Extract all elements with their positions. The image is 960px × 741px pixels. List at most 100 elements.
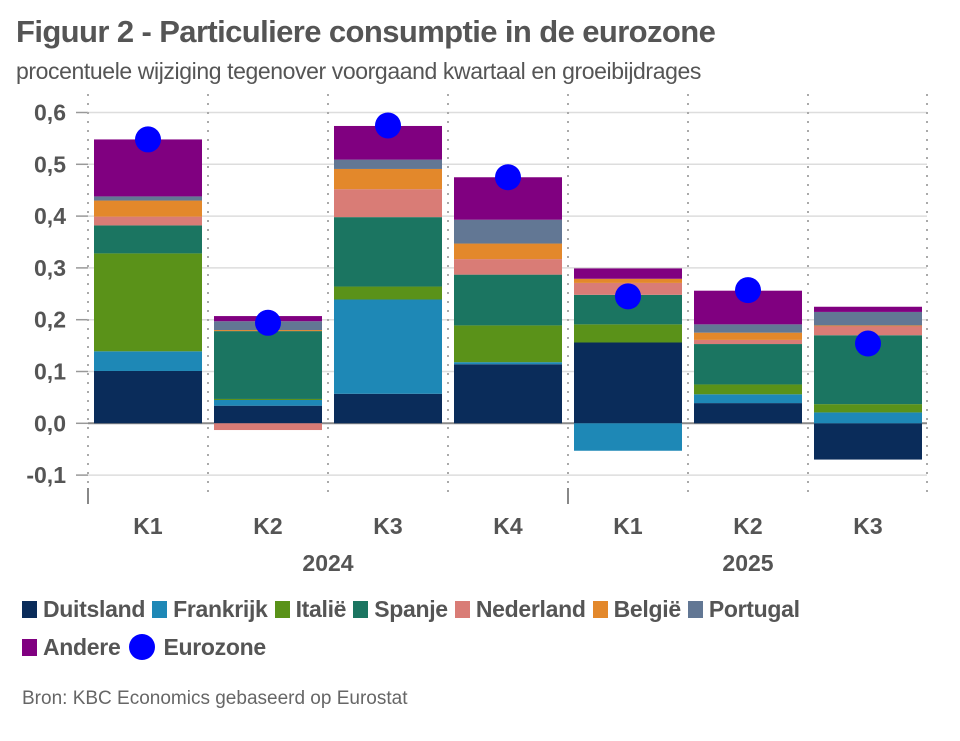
bar-segment-portugal bbox=[94, 196, 202, 201]
bar-segment-duitsland bbox=[334, 393, 442, 424]
bar-segment-itali bbox=[94, 253, 202, 352]
y-tick-label: 0,4 bbox=[34, 203, 66, 229]
legend-item-duitsland: Duitsland bbox=[22, 596, 145, 623]
bar-segment-frankrijk bbox=[574, 423, 682, 451]
x-tick-label: K3 bbox=[373, 513, 402, 539]
bar-segment-nederland bbox=[334, 189, 442, 218]
legend-swatch bbox=[454, 600, 470, 618]
eurozone-marker bbox=[615, 283, 641, 310]
bar-segment-frankrijk bbox=[334, 299, 442, 394]
legend-item-andere: Andere bbox=[22, 633, 121, 661]
bar-segment-nederland bbox=[694, 339, 802, 345]
legend-label: Duitsland bbox=[43, 595, 146, 622]
bar-segment-belgi bbox=[814, 325, 922, 327]
legend-label: België bbox=[613, 595, 682, 622]
bar-segment-itali bbox=[574, 324, 682, 343]
legend-swatch bbox=[152, 600, 168, 618]
bar-segment-spanje bbox=[334, 217, 442, 287]
x-group-label: 2024 bbox=[302, 550, 353, 576]
legend-label: Portugal bbox=[708, 595, 800, 622]
bar-segment-frankrijk bbox=[814, 412, 922, 424]
bar-segment-frankrijk bbox=[94, 351, 202, 371]
x-tick-label: K2 bbox=[733, 513, 762, 539]
bar-segment-spanje bbox=[454, 274, 562, 326]
bar-segment-belgi bbox=[694, 332, 802, 340]
bar-segment-spanje bbox=[94, 225, 202, 254]
bar-segment-duitsland bbox=[574, 342, 682, 424]
legend-item-belgi: België bbox=[592, 595, 682, 623]
bar-segment-frankrijk bbox=[454, 362, 562, 365]
bar-segment-frankrijk bbox=[214, 399, 322, 406]
legend-swatch bbox=[592, 600, 608, 618]
legend-swatch bbox=[22, 638, 37, 656]
bar-segment-duitsland bbox=[814, 423, 922, 460]
legend-item-spanje: Spanje bbox=[353, 596, 448, 623]
legend-label: Andere bbox=[43, 633, 121, 660]
y-tick-label: 0,5 bbox=[34, 151, 66, 177]
bar-segment-belgi bbox=[574, 278, 682, 283]
y-tick-label: 0,0 bbox=[34, 410, 66, 436]
bar-segment-andere bbox=[814, 306, 922, 312]
bar-segment-andere bbox=[574, 268, 682, 279]
x-tick-label: K1 bbox=[613, 513, 643, 539]
legend-item-frankrijk: Frankrijk bbox=[152, 595, 268, 623]
y-tick-label: 0,1 bbox=[34, 359, 66, 385]
bar-segment-itali bbox=[694, 384, 802, 395]
bar-segment-duitsland bbox=[94, 370, 202, 424]
legend-label: Frankrijk bbox=[173, 595, 268, 622]
bar-segment-portugal bbox=[694, 324, 802, 333]
chart-plot: -0,1 0,0 0,1 0,2 0,3 0,4 0,5 0,6 K1 K2 K3 K4 K1 K2 K3 2… bbox=[26, 94, 928, 576]
legend-label: Spanje bbox=[374, 595, 448, 622]
source-note: Bron: KBC Economics gebaseerd op Eurosta… bbox=[22, 688, 408, 709]
bar-segment-nederland bbox=[454, 259, 562, 275]
bar-segment-belgi bbox=[334, 168, 442, 190]
legend-row: Duitsland Frankrijk Italië Spanje Nederland B… bbox=[22, 590, 952, 628]
chart-subtitle: procentuele wijziging tegenover voorgaan… bbox=[16, 58, 701, 84]
eurozone-marker bbox=[495, 164, 521, 191]
y-tick-label: 0,6 bbox=[34, 100, 66, 126]
x-tick-label: K2 bbox=[253, 513, 282, 539]
legend-label: Eurozone bbox=[163, 633, 266, 660]
eurozone-marker bbox=[255, 309, 281, 336]
eurozone-marker bbox=[855, 330, 881, 357]
x-tick-label: K3 bbox=[853, 513, 882, 539]
y-tick-label: 0,2 bbox=[34, 307, 66, 333]
bar-segment-portugal bbox=[814, 311, 922, 326]
bar-segment-belgi bbox=[454, 243, 562, 260]
bar-segment-nederland bbox=[214, 423, 322, 431]
bar-segment-itali bbox=[454, 325, 562, 363]
bar-segment-itali bbox=[334, 286, 442, 300]
bar-segment-frankrijk bbox=[694, 394, 802, 404]
legend-item-itali: Italië bbox=[274, 595, 347, 623]
y-tick-label: 0,3 bbox=[34, 255, 66, 281]
legend-row: Andere Eurozone bbox=[22, 628, 952, 666]
legend: Duitsland Frankrijk Italië Spanje Nederland B… bbox=[22, 590, 952, 666]
x-group-label: 2025 bbox=[722, 550, 773, 576]
bar-segment-itali bbox=[214, 398, 322, 400]
bar-segment-spanje bbox=[694, 344, 802, 385]
bar-segment-nederland bbox=[94, 216, 202, 226]
legend-marker-circle bbox=[129, 634, 156, 660]
eurozone-marker bbox=[375, 112, 401, 139]
legend-item-nederland: Nederland bbox=[454, 595, 586, 623]
legend-swatch bbox=[687, 600, 703, 618]
bar-segment-duitsland bbox=[454, 364, 562, 424]
bar-segment-duitsland bbox=[694, 403, 802, 424]
y-tick-label: -0,1 bbox=[26, 462, 66, 488]
x-tick-label: K4 bbox=[493, 513, 523, 539]
bar-segment-belgi bbox=[94, 200, 202, 217]
legend-label: Italië bbox=[295, 595, 347, 622]
chart-title: Figuur 2 - Particuliere consumptie in de… bbox=[16, 14, 716, 49]
eurozone-marker bbox=[135, 126, 161, 153]
bar-segment-portugal bbox=[454, 219, 562, 244]
bar-segment-spanje bbox=[214, 331, 322, 399]
legend-item-eurozone: Eurozone bbox=[127, 633, 266, 661]
legend-swatch bbox=[22, 600, 37, 618]
legend-swatch bbox=[353, 600, 369, 618]
bar-segment-itali bbox=[814, 404, 922, 413]
eurozone-marker bbox=[735, 277, 761, 304]
x-tick-label: K1 bbox=[133, 513, 163, 539]
bar-segment-duitsland bbox=[214, 405, 322, 424]
legend-item-portugal: Portugal bbox=[687, 595, 800, 623]
legend-label: Nederland bbox=[475, 595, 586, 622]
